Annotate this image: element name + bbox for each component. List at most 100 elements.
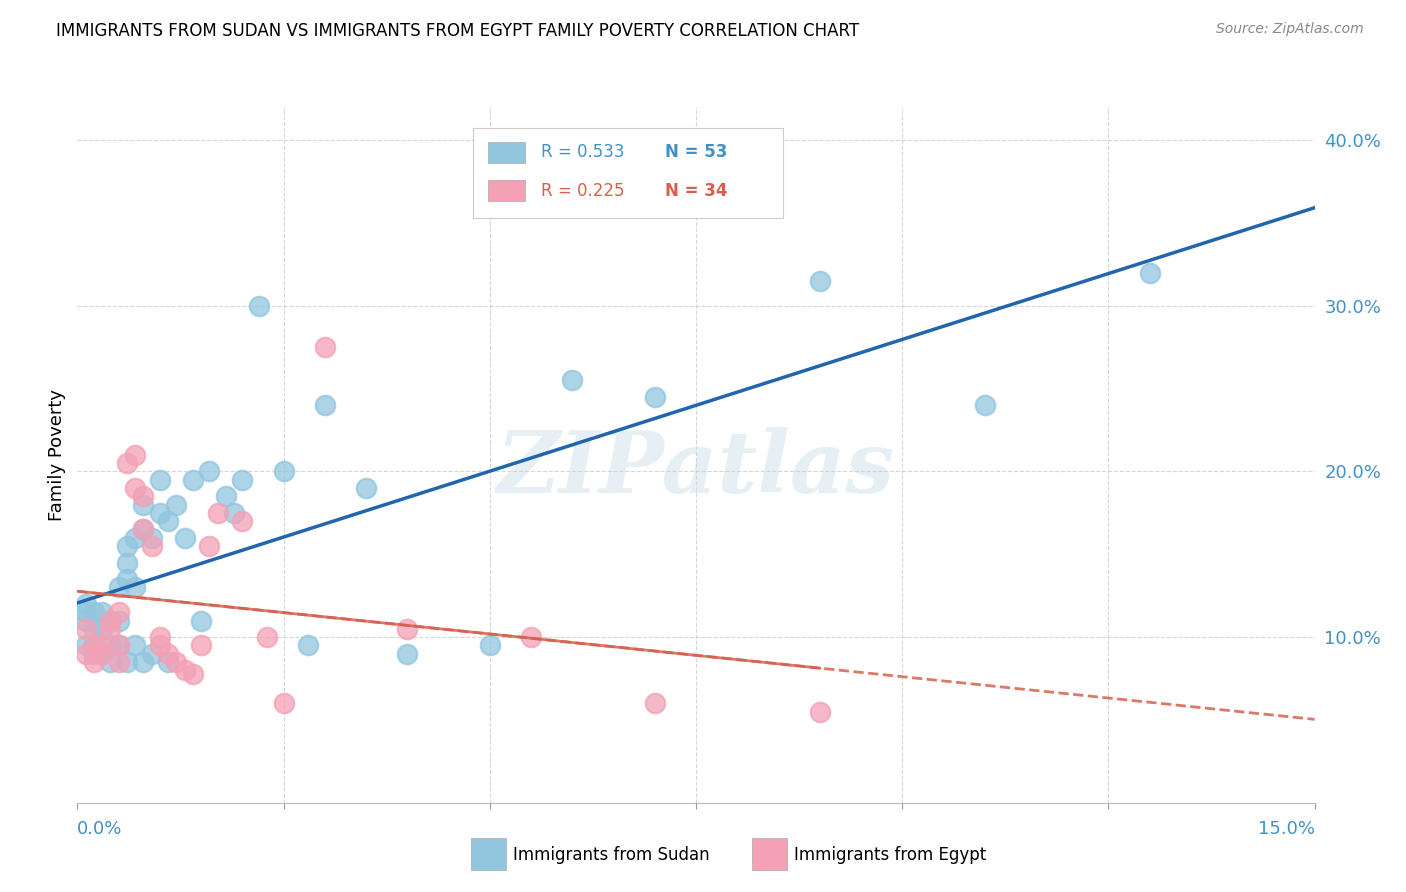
Point	[124, 639, 146, 653]
Point	[115, 655, 138, 669]
FancyBboxPatch shape	[488, 180, 526, 201]
Y-axis label: Family Poverty: Family Poverty	[48, 389, 66, 521]
Point	[107, 605, 129, 619]
Point	[124, 448, 146, 462]
Point	[157, 647, 180, 661]
Point	[973, 398, 995, 412]
Point	[165, 498, 187, 512]
Point	[190, 614, 212, 628]
Point	[181, 666, 204, 681]
Point	[149, 473, 172, 487]
Point	[75, 647, 97, 661]
Point	[132, 489, 155, 503]
Point	[107, 614, 129, 628]
Text: IMMIGRANTS FROM SUDAN VS IMMIGRANTS FROM EGYPT FAMILY POVERTY CORRELATION CHART: IMMIGRANTS FROM SUDAN VS IMMIGRANTS FROM…	[56, 22, 859, 40]
Point	[83, 655, 105, 669]
Text: R = 0.533: R = 0.533	[541, 144, 624, 161]
Point	[198, 539, 221, 553]
Point	[115, 572, 138, 586]
Point	[132, 523, 155, 537]
Point	[124, 481, 146, 495]
Point	[644, 697, 666, 711]
Point	[273, 465, 295, 479]
Point	[231, 473, 253, 487]
Point	[124, 581, 146, 595]
Point	[215, 489, 238, 503]
Point	[115, 556, 138, 570]
Point	[107, 581, 129, 595]
Point	[173, 663, 195, 677]
Text: R = 0.225: R = 0.225	[541, 182, 624, 200]
Point	[808, 705, 831, 719]
Text: ZIPatlas: ZIPatlas	[496, 427, 896, 510]
Point	[149, 506, 172, 520]
Point	[91, 605, 114, 619]
Point	[75, 622, 97, 636]
Point	[198, 465, 221, 479]
Point	[132, 498, 155, 512]
Point	[149, 630, 172, 644]
Point	[297, 639, 319, 653]
Point	[396, 622, 419, 636]
Point	[314, 340, 336, 354]
Point	[173, 531, 195, 545]
Point	[141, 647, 163, 661]
FancyBboxPatch shape	[488, 142, 526, 162]
Text: N = 53: N = 53	[665, 144, 727, 161]
Point	[124, 531, 146, 545]
Text: Source: ZipAtlas.com: Source: ZipAtlas.com	[1216, 22, 1364, 37]
Point	[75, 597, 97, 611]
Point	[149, 639, 172, 653]
Point	[256, 630, 278, 644]
Point	[91, 622, 114, 636]
Point	[107, 639, 129, 653]
Text: 15.0%: 15.0%	[1257, 821, 1315, 838]
Point	[83, 639, 105, 653]
Point	[354, 481, 377, 495]
Point	[132, 655, 155, 669]
Text: Immigrants from Sudan: Immigrants from Sudan	[513, 846, 710, 863]
Point	[157, 655, 180, 669]
Point	[165, 655, 187, 669]
Point	[1139, 266, 1161, 280]
Point	[91, 647, 114, 661]
Point	[561, 373, 583, 387]
Point	[396, 647, 419, 661]
Point	[98, 639, 121, 653]
Point	[273, 697, 295, 711]
Point	[808, 274, 831, 288]
Point	[132, 523, 155, 537]
Point	[98, 655, 121, 669]
Point	[75, 639, 97, 653]
Point	[314, 398, 336, 412]
Point	[520, 630, 543, 644]
Point	[157, 514, 180, 528]
Point	[644, 390, 666, 404]
Text: 0.0%: 0.0%	[77, 821, 122, 838]
Point	[107, 655, 129, 669]
Text: Immigrants from Egypt: Immigrants from Egypt	[794, 846, 987, 863]
Point	[231, 514, 253, 528]
Point	[83, 647, 105, 661]
Point	[181, 473, 204, 487]
Point	[107, 639, 129, 653]
Point	[222, 506, 245, 520]
Point	[91, 639, 114, 653]
Point	[98, 614, 121, 628]
Point	[75, 605, 97, 619]
Point	[207, 506, 229, 520]
Point	[141, 539, 163, 553]
Point	[83, 605, 105, 619]
Point	[91, 647, 114, 661]
Point	[478, 639, 501, 653]
Text: N = 34: N = 34	[665, 182, 727, 200]
Point	[75, 614, 97, 628]
Point	[141, 531, 163, 545]
Point	[115, 456, 138, 470]
Point	[83, 622, 105, 636]
Point	[115, 539, 138, 553]
Point	[190, 639, 212, 653]
Point	[98, 614, 121, 628]
Point	[98, 622, 121, 636]
FancyBboxPatch shape	[474, 128, 783, 219]
